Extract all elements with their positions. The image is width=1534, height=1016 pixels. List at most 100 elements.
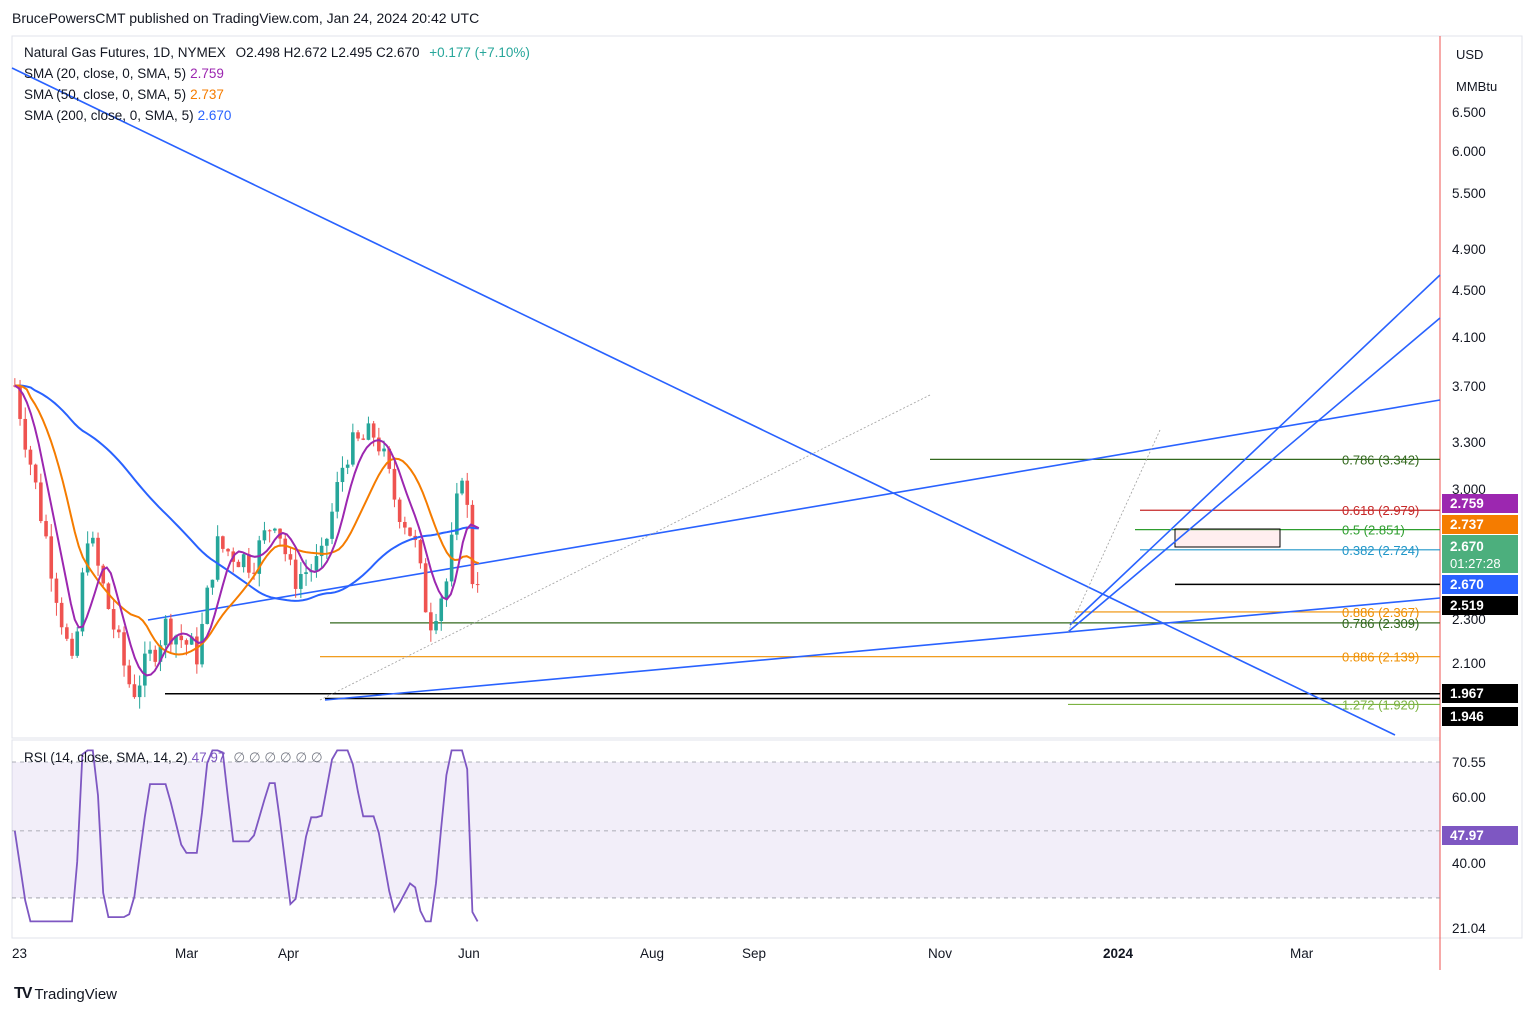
time-tick: Sep <box>742 946 766 961</box>
candle-down <box>465 480 470 505</box>
candle-up <box>351 432 355 465</box>
candle-down <box>111 609 116 630</box>
candlesticks <box>13 378 480 709</box>
candle-down <box>397 499 402 522</box>
fib-label: 0.786 (3.342) <box>1342 452 1419 467</box>
fib-label: 0.5 (2.851) <box>1342 523 1405 538</box>
fib-guide-line <box>319 394 931 701</box>
candle-up <box>143 653 147 686</box>
time-tick: 23 <box>12 946 27 961</box>
candle-down <box>408 527 412 536</box>
candle-up <box>434 621 438 631</box>
candle-down <box>117 629 121 633</box>
candle-down <box>33 464 38 483</box>
level-2519-badge <box>1442 596 1518 615</box>
level-1967-badge <box>1442 684 1518 703</box>
ohlc-values: O2.498 H2.672 L2.495 C2.670 <box>235 45 420 60</box>
fib-levels: 0.786 (3.342) 0.618 (2.979) 0.5 (2.851) 0.3… <box>165 452 1440 712</box>
candle-down <box>392 468 397 500</box>
candle-down <box>70 638 74 656</box>
candle-up <box>210 579 215 588</box>
candle-down <box>267 530 272 532</box>
candle-down <box>371 423 376 438</box>
legend-sma200[interactable]: SMA (200, close, 0, SMA, 5) 2.670 <box>24 108 231 123</box>
publication-header: BrucePowersCMT published on TradingView.… <box>12 10 480 26</box>
candle-up <box>91 537 95 544</box>
legend-instrument[interactable]: Natural Gas Futures, 1D, NYMEX O2.498 H2… <box>24 45 530 60</box>
candle-down <box>28 449 33 465</box>
sma50-line <box>14 384 480 656</box>
fib-label: 0.886 (2.367) <box>1342 605 1419 620</box>
candle-down <box>65 627 69 639</box>
trend-lines[interactable] <box>11 67 1441 736</box>
trend-line <box>324 597 1441 701</box>
tradingview-logo[interactable]: TV TradingView <box>14 985 117 1003</box>
time-tick: Mar <box>175 946 199 961</box>
price-axis-unit: MMBtu <box>1456 79 1497 94</box>
sma20-label: SMA (20, close, 0, SMA, 5) <box>24 66 187 81</box>
price-tick: 6.500 <box>1452 105 1486 120</box>
candle-up <box>163 618 168 646</box>
candle-up <box>174 635 178 645</box>
candle-down <box>44 521 48 537</box>
candle-up <box>80 572 85 632</box>
instrument-name: Natural Gas Futures, 1D, NYMEX <box>24 45 226 60</box>
candle-down <box>387 448 392 469</box>
candle-up <box>382 448 386 452</box>
legend-sma20[interactable]: SMA (20, close, 0, SMA, 5) 2.759 <box>24 66 224 81</box>
candle-up <box>215 536 220 580</box>
price-scale <box>1439 35 1523 939</box>
candle-down <box>127 665 132 685</box>
time-tick: Jun <box>458 946 480 961</box>
candle-down <box>226 548 230 552</box>
price-badges: 2.759 2.737 2.670 01:27:28 2.670 2.519 1.967 1.… <box>1442 494 1518 845</box>
sma200-label: SMA (200, close, 0, SMA, 5) <box>24 108 194 123</box>
candle-down <box>403 521 407 528</box>
candle-down <box>54 578 59 603</box>
candle-down <box>96 537 100 566</box>
candle-down <box>470 504 475 585</box>
candle-up <box>439 598 444 622</box>
candle-up <box>158 645 163 662</box>
countdown-badge-label: 01:27:28 <box>1450 556 1501 571</box>
price-tick: 2.300 <box>1452 612 1486 627</box>
price-tick: 3.700 <box>1452 379 1486 394</box>
legend-rsi[interactable]: RSI (14, close, SMA, 14, 2) 47.97 ∅ ∅ ∅ ∅ … <box>24 750 323 766</box>
candle-down <box>184 640 189 645</box>
price-tick: 3.300 <box>1452 435 1486 450</box>
rsi-pane <box>12 749 1440 923</box>
last-price-badge-label: 2.670 <box>1450 539 1484 554</box>
candle-up <box>241 554 246 568</box>
price-tick: 6.000 <box>1452 144 1486 159</box>
candle-down <box>252 572 256 574</box>
zone-box <box>1174 528 1281 548</box>
candle-up <box>85 543 90 573</box>
sma20-badge <box>1442 494 1518 513</box>
candle-down <box>377 437 381 452</box>
candle-up <box>205 587 210 624</box>
trend-line <box>1067 317 1441 633</box>
time-tick: Apr <box>278 946 300 961</box>
candle-down <box>106 583 111 610</box>
candle-up <box>299 574 303 589</box>
sma50-label: SMA (50, close, 0, SMA, 5) <box>24 87 187 102</box>
rsi-label: RSI (14, close, SMA, 14, 2) <box>24 750 188 765</box>
sma20-value: 2.759 <box>190 66 224 81</box>
candle-down <box>236 561 241 568</box>
legend-sma50[interactable]: SMA (50, close, 0, SMA, 5) 2.737 <box>24 87 224 102</box>
price-tick: 4.100 <box>1452 330 1486 345</box>
time-tick: 2024 <box>1103 946 1134 961</box>
chart-panes <box>11 35 1523 970</box>
rsi-badge-label: 47.97 <box>1450 828 1484 843</box>
fib-label: 0.618 (2.979) <box>1342 503 1419 518</box>
brand-name: TradingView <box>34 985 117 1003</box>
candle-down <box>179 635 184 641</box>
candle-down <box>169 618 173 645</box>
level-1946-badge <box>1442 707 1518 726</box>
time-tick: Nov <box>928 946 952 961</box>
rsi-line <box>13 749 479 923</box>
candle-down <box>39 482 43 522</box>
sma200-value: 2.670 <box>197 108 232 123</box>
candle-down <box>247 554 251 573</box>
